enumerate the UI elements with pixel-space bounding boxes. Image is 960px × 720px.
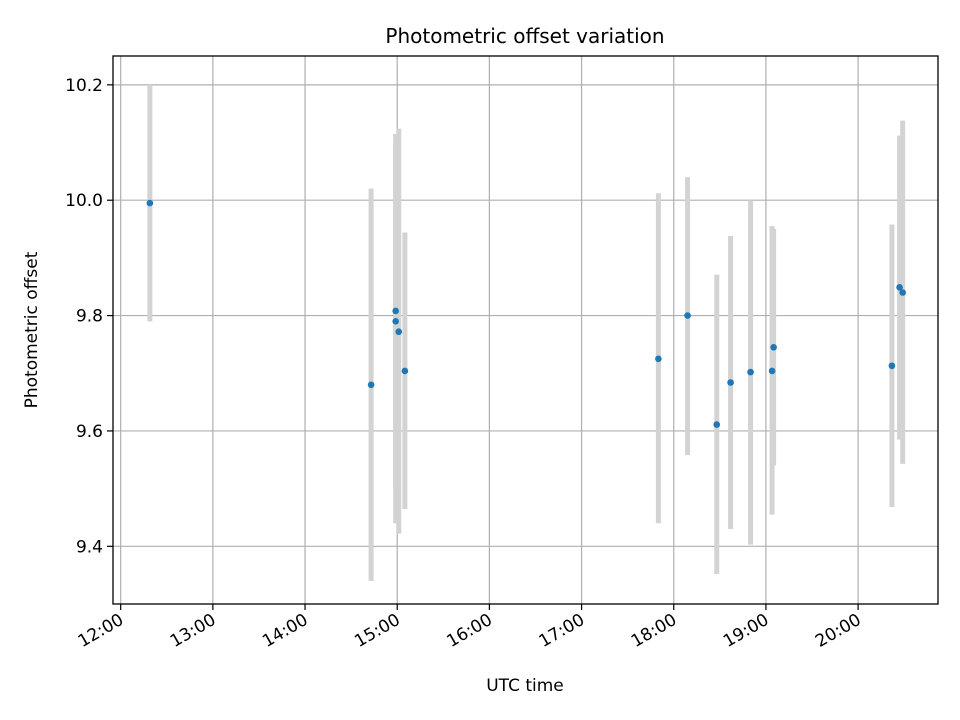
data-point	[395, 328, 403, 336]
x-axis-label: UTC time	[486, 676, 564, 696]
data-point	[727, 379, 734, 386]
data-points	[146, 199, 906, 428]
data-point	[146, 199, 154, 207]
data-point	[747, 368, 754, 376]
data-point	[684, 312, 691, 319]
data-point	[392, 318, 399, 325]
y-tick-label: 9.4	[76, 537, 103, 557]
plot-frame	[112, 55, 939, 605]
chart-title: Photometric offset variation	[385, 24, 664, 48]
data-point	[655, 355, 662, 363]
data-point	[367, 381, 375, 389]
y-axis-label: Photometric offset	[22, 251, 42, 408]
data-point	[768, 367, 776, 375]
y-tick-label: 9.8	[76, 307, 103, 327]
data-point	[392, 307, 399, 315]
y-tick-label: 10.0	[65, 191, 103, 211]
data-point	[896, 284, 903, 291]
data-point	[401, 367, 409, 375]
y-axis: 9.4 9.6 9.8 10.0 10.2	[65, 76, 113, 557]
data-point	[713, 421, 721, 428]
y-tick-label: 10.2	[65, 76, 103, 96]
data-point	[899, 289, 906, 296]
data-point	[770, 344, 777, 351]
data-point	[888, 362, 896, 370]
y-tick-label: 9.6	[76, 422, 103, 442]
grid	[113, 56, 938, 604]
